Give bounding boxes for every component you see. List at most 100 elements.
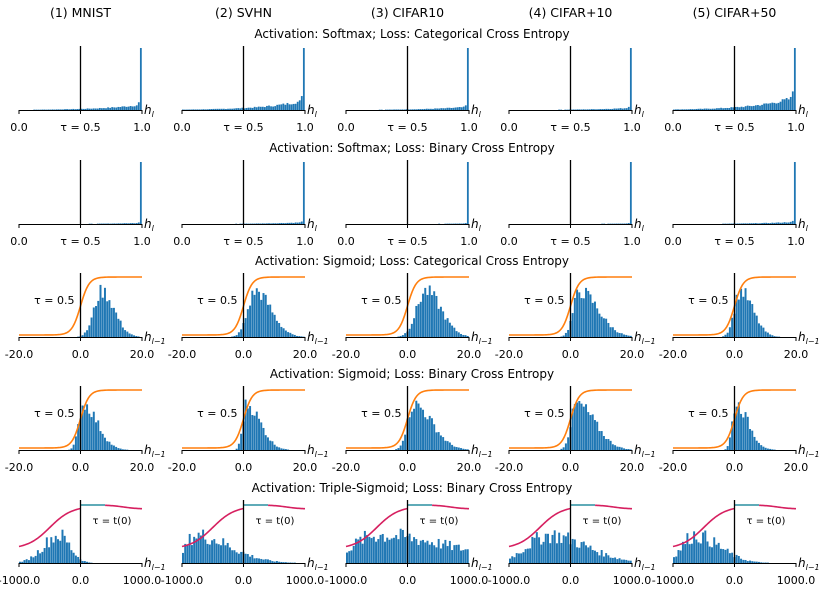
histogram-bar: [30, 556, 33, 563]
histogram-bar: [736, 223, 739, 224]
histogram-bar: [282, 223, 285, 224]
histogram-bar: [107, 223, 109, 224]
histogram-bar: [625, 559, 628, 563]
histogram-bar: [571, 538, 574, 563]
histogram-bar: [197, 532, 200, 563]
histogram-bar: [704, 530, 707, 563]
histogram-bar: [509, 558, 511, 563]
histogram-bar: [266, 559, 269, 563]
histogram-bar: [291, 334, 294, 337]
histogram-bar: [249, 556, 252, 563]
histogram-bar: [793, 48, 796, 110]
histogram-bar: [129, 223, 132, 224]
histogram-bar: [517, 553, 520, 563]
histogram-bar: [139, 48, 142, 110]
x-tick-label: 0.0: [726, 574, 744, 587]
histogram-bar: [587, 547, 590, 563]
histogram-bar: [589, 415, 592, 450]
histogram-bar: [451, 550, 454, 563]
histogram-bar: [740, 413, 743, 450]
histogram-bar: [724, 108, 727, 110]
histogram-bar: [199, 535, 202, 563]
histogram-bar: [289, 332, 292, 337]
histogram-bar: [253, 415, 256, 450]
histogram-bar: [753, 561, 756, 563]
histogram-bar: [135, 335, 138, 337]
histogram-bar: [623, 559, 626, 563]
x-axis-label: hl−1: [307, 330, 329, 346]
histogram-bar: [593, 420, 596, 450]
histogram-bar: [755, 561, 758, 563]
histogram-bar: [404, 434, 407, 450]
histogram-bar: [231, 550, 234, 563]
histogram-bar: [591, 302, 594, 337]
histogram-bar: [258, 418, 261, 450]
histogram-bar: [264, 559, 267, 563]
histogram-bar: [616, 559, 619, 563]
histogram-bar: [787, 222, 790, 224]
histogram-bar: [691, 109, 694, 110]
histogram-bar: [218, 108, 221, 110]
histogram-bar: [23, 560, 26, 563]
histogram-bar: [717, 542, 720, 563]
histogram-bar: [260, 299, 263, 337]
histogram-bar: [300, 336, 303, 337]
histogram-bar: [453, 327, 456, 337]
subplot: 0.0 τ = 0.5 1.0: [10, 160, 151, 248]
histogram-bar: [86, 561, 89, 563]
histogram-bar: [235, 448, 238, 450]
histogram-bar: [101, 108, 103, 110]
x-tick-label: 1.0: [460, 121, 478, 134]
tau-label: τ = t(0): [420, 516, 459, 527]
histogram-bar: [401, 109, 404, 110]
histogram-bar: [39, 553, 42, 563]
tau-label: τ = t(0): [583, 516, 622, 527]
histogram-bar: [457, 447, 460, 450]
histogram-bar: [444, 319, 447, 337]
histogram-bar: [751, 304, 754, 337]
histogram-bar: [296, 101, 299, 110]
histogram-bar: [300, 96, 303, 110]
histogram-bar: [464, 449, 467, 450]
histogram-bar: [255, 411, 258, 450]
histogram-bar: [278, 323, 281, 337]
subplot: -20.0 0.0 20.0 τ = 0.5: [168, 273, 317, 361]
histogram-bar: [128, 333, 131, 337]
histogram-bar: [439, 435, 442, 450]
histogram-bar: [198, 109, 201, 110]
subplot: -20.0 0.0 20.0 τ = 0.5: [332, 386, 481, 474]
histogram-bar: [442, 437, 445, 450]
x-tick-label: 0.0: [10, 235, 28, 248]
histogram-bar: [455, 447, 458, 450]
histogram-bar: [211, 540, 214, 563]
histogram-bar: [730, 107, 733, 110]
x-tick-label: 1.0: [133, 235, 151, 248]
histogram-bar: [576, 289, 579, 337]
histogram-bar: [791, 91, 794, 110]
histogram-bar: [271, 312, 274, 337]
histogram-bar: [522, 552, 525, 563]
histogram-bar: [270, 223, 272, 224]
histogram-bar: [464, 335, 467, 337]
histogram-bar: [249, 406, 252, 450]
histogram-bar: [403, 109, 406, 110]
histogram-bar: [439, 548, 442, 563]
histogram-bar: [520, 553, 523, 563]
histogram-bar: [438, 108, 441, 110]
x-tick-label: -20.0: [168, 348, 196, 361]
histogram-bar: [282, 328, 285, 337]
histogram-bar: [258, 291, 261, 337]
histogram-bar: [424, 417, 427, 450]
histogram-bar: [208, 544, 211, 563]
histogram-bar: [558, 532, 561, 563]
histogram-bar: [757, 323, 760, 337]
histogram-bar: [80, 108, 83, 110]
row-title: Activation: Sigmoid; Loss: Categorical C…: [255, 254, 569, 268]
histogram-bar: [697, 542, 700, 563]
histogram-bar: [223, 108, 225, 110]
histogram-bar: [282, 562, 285, 563]
histogram-bar: [600, 431, 603, 450]
histogram-bar: [602, 436, 605, 450]
x-tick-label: 0.0: [562, 348, 580, 361]
histogram-bar: [55, 109, 58, 110]
